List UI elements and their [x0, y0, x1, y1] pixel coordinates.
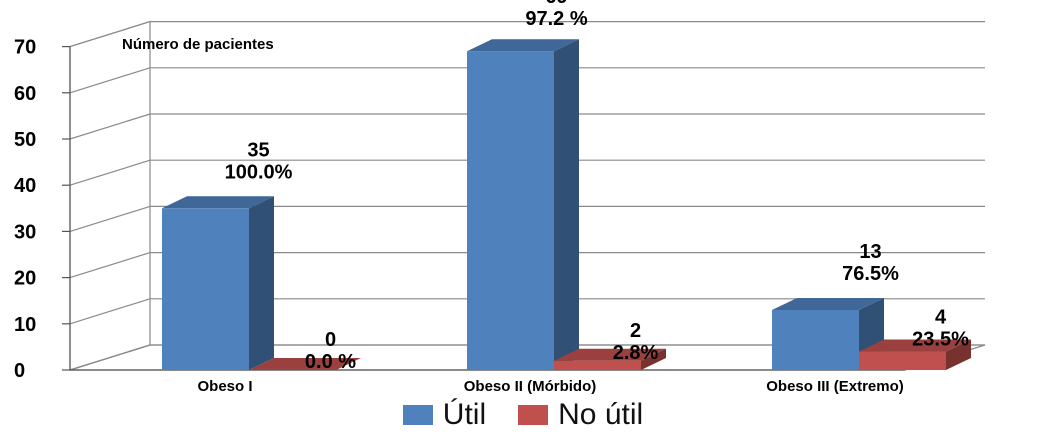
- category-labels: Obeso I Obeso II (Mórbido) Obeso III (Extr…: [197, 378, 903, 395]
- gridline-side: [69, 344, 151, 371]
- y-tick-label: 50: [14, 129, 36, 151]
- data-label-value: 69: [545, 0, 567, 8]
- bar-side: [946, 339, 971, 370]
- gridline-side: [69, 252, 151, 279]
- y-tick-label: 0: [14, 360, 25, 382]
- gridline-side: [69, 67, 151, 94]
- data-label-value: 13: [859, 241, 881, 263]
- gridline-side: [69, 205, 151, 232]
- y-tick-label: 30: [14, 221, 36, 243]
- bar-util: [162, 196, 274, 370]
- bar-top: [859, 339, 971, 352]
- x-category-label: Obeso II (Mórbido): [464, 378, 597, 395]
- data-label-percent: 97.2 %: [525, 8, 587, 30]
- y-tick-label: 10: [14, 314, 36, 336]
- bar-top: [162, 196, 274, 209]
- data-label-value: 35: [247, 139, 269, 161]
- bar-no-util: [859, 339, 971, 370]
- legend-label-no-util: No útil: [558, 398, 644, 431]
- y-tick-label: 20: [14, 268, 36, 290]
- bar-side: [554, 39, 579, 370]
- bar-util: [467, 39, 579, 370]
- bar-top: [554, 348, 666, 361]
- gridline-side: [69, 21, 151, 48]
- data-label-value: 0: [325, 329, 336, 351]
- gridline-side: [69, 159, 151, 186]
- data-label-percent: 2.8%: [613, 342, 659, 364]
- y-tick-label: 60: [14, 83, 36, 105]
- legend-item-util: Útil: [402, 398, 487, 432]
- data-label-value: 2: [630, 320, 641, 342]
- bar-front: [467, 51, 554, 370]
- legend: Útil No útil: [0, 398, 1046, 432]
- bar-side: [641, 348, 666, 370]
- bar-front: [772, 309, 859, 370]
- legend-swatch-no-util: [518, 405, 549, 425]
- bar-front: [554, 360, 641, 370]
- legend-swatch-util: [402, 405, 433, 425]
- x-category-label: Obeso I: [197, 378, 252, 395]
- data-label-percent: 0.0 %: [305, 351, 356, 373]
- bar-front: [859, 351, 946, 370]
- bar-no-util: [554, 348, 666, 370]
- legend-item-no-util: No útil: [518, 398, 643, 432]
- data-label-percent: 100.0%: [225, 161, 293, 183]
- side-wall: [69, 20, 151, 371]
- legend-label-util: Útil: [442, 398, 487, 431]
- bar-top: [772, 297, 884, 310]
- data-label-percent: 76.5%: [842, 263, 899, 285]
- bar-util: [772, 297, 884, 370]
- bar-top: [249, 358, 361, 370]
- bar-side: [249, 196, 274, 370]
- gridline-side: [69, 113, 151, 140]
- bar-no-util: [249, 358, 361, 370]
- gridline-side: [69, 298, 151, 325]
- data-label-percent: 23.5%: [912, 329, 969, 351]
- bar-front: [162, 208, 249, 370]
- bar-top: [467, 39, 579, 52]
- y-tick-label: 70: [14, 37, 36, 59]
- bars: [162, 39, 971, 370]
- y-axis-label: Número de pacientes: [122, 36, 274, 53]
- data-label-value: 4: [935, 307, 947, 329]
- y-tick-label: 40: [14, 175, 36, 197]
- x-category-label: Obeso III (Extremo): [766, 378, 904, 395]
